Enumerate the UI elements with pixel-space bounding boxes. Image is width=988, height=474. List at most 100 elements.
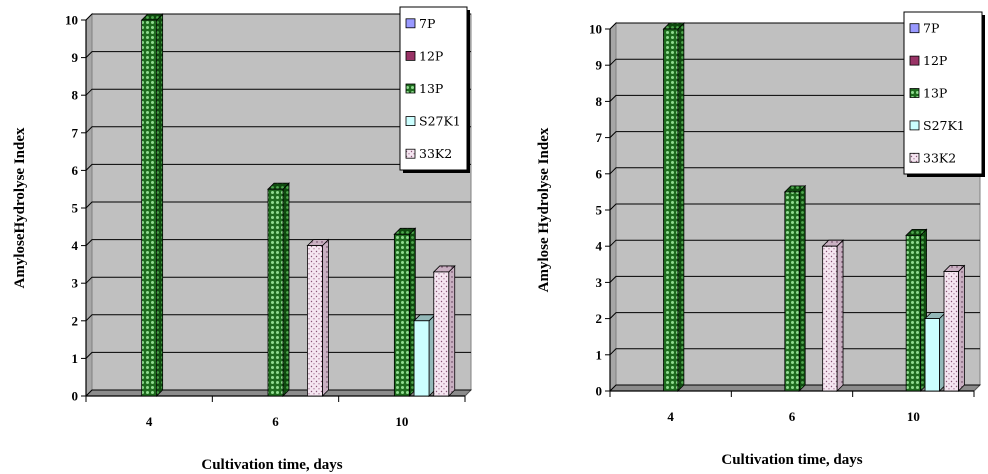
bar-13p-4 [140,13,164,397]
y-tick-label: 10 [65,13,78,28]
y-axis-title: Amylose Hydrolyse Index [536,127,552,292]
legend-swatch-7p [909,23,920,34]
bar-front [924,318,940,392]
y-tick-label: 8 [72,88,79,103]
legend-label: 12P [923,53,947,68]
y-tick-label: 10 [589,22,602,37]
y-tick-label: 6 [72,163,79,178]
y-tick-label: 3 [596,275,603,290]
bar-front [393,233,410,397]
x-tick-label: 10 [907,409,920,424]
y-tick-label: 9 [596,58,603,73]
bar-side [957,264,965,392]
y-tick-label: 8 [596,94,603,109]
bar-33k2-6 [306,238,330,397]
gridline [609,275,980,283]
gridline [609,94,980,102]
gridline [609,312,980,319]
x-tick-label: 6 [789,409,796,424]
legend-swatch-s27k1 [909,120,920,131]
x-axis-title: Cultivation time, days [721,452,862,468]
y-tick-label: 9 [72,50,79,65]
y-tick-label: 5 [596,203,603,218]
legend: 7P 12P 13P S27K1 33K2 [903,11,985,177]
y-tick-label: 0 [72,389,79,404]
gridline [609,384,980,392]
legend-label: S27K1 [923,118,965,133]
x-tick-label: 4 [146,414,153,429]
bar-13p-10 [905,228,928,392]
legend-swatch-13p [405,83,416,94]
gridline [85,276,471,284]
x-tick-label: 4 [667,409,674,424]
bar-side [836,239,844,392]
bar-33k2-10 [943,264,966,392]
y-tick-label: 6 [596,166,603,181]
legend: 7P 12P 13P S27K1 33K2 [399,6,470,173]
legend-swatch-12p [909,55,920,66]
bar-side [448,264,456,397]
y-tick-label: 5 [72,201,79,216]
bar-front [784,191,800,392]
x-tick-label: 10 [395,414,408,429]
bar-s27k1-10 [924,311,947,392]
gridline [609,22,980,30]
bar-33k2-10 [432,264,456,397]
gridline [609,58,980,66]
bar-front [433,271,450,397]
gridline [609,239,980,247]
legend-swatch-7p [405,18,416,29]
bar-side [282,182,290,397]
gridline [85,126,471,134]
gridline [85,163,471,171]
gridline [609,167,980,175]
bar-13p-6 [267,182,290,397]
legend-label: S27K1 [419,114,461,129]
bar-front [905,234,921,392]
gridline [85,314,471,322]
bar-13p-6 [783,184,807,392]
y-axis-title: AmyloseHydrolyse Index [12,127,28,288]
gridline [85,351,471,359]
bar-side [156,13,164,397]
legend-swatch-s27k1 [405,116,416,126]
gridline [609,203,980,211]
gridline [85,51,471,58]
gridline [609,131,980,138]
legend-swatch-13p [909,88,920,98]
bar-front [141,19,158,397]
legend-label: 13P [923,86,947,101]
legend-label: 33K2 [419,146,452,161]
bar-13p-10 [393,227,417,397]
gridline [85,239,471,246]
bar-side [798,184,806,392]
y-tick-label: 4 [72,238,79,253]
legend-label: 13P [419,81,443,96]
x-tick-label: 6 [272,414,279,429]
gridline [85,13,471,21]
chart-left: 0 1 2 3 4 5 6 7 8 9 10 4 6 10 AmyloseHydrolyse Index Cu… [12,6,473,473]
y-tick-label: 2 [596,311,603,326]
x-axis-title: Cultivation time, days [201,457,342,473]
legend-swatch-12p [405,51,416,61]
bar-front [413,320,430,397]
y-tick-label: 7 [596,130,603,145]
bar-side [322,238,329,397]
bar-s27k1-10 [413,313,436,397]
bar-side [677,22,685,392]
gridline [85,88,471,96]
y-tick-label: 0 [596,384,603,399]
y-tick-label: 1 [596,347,603,362]
bar-front [307,245,323,397]
gridline [85,389,471,397]
legend-label: 33K2 [923,150,956,165]
bar-front [663,28,679,392]
gridline [85,201,471,209]
chart-right: 0 1 2 3 4 5 6 7 8 9 10 4 6 10 Amylose Hydrolyse Index C… [536,11,985,468]
y-tick-label: 1 [72,351,79,366]
bar-33k2-6 [821,239,845,392]
legend-swatch-33k2 [405,148,416,159]
gridline [609,348,980,356]
bar-front [943,271,959,392]
